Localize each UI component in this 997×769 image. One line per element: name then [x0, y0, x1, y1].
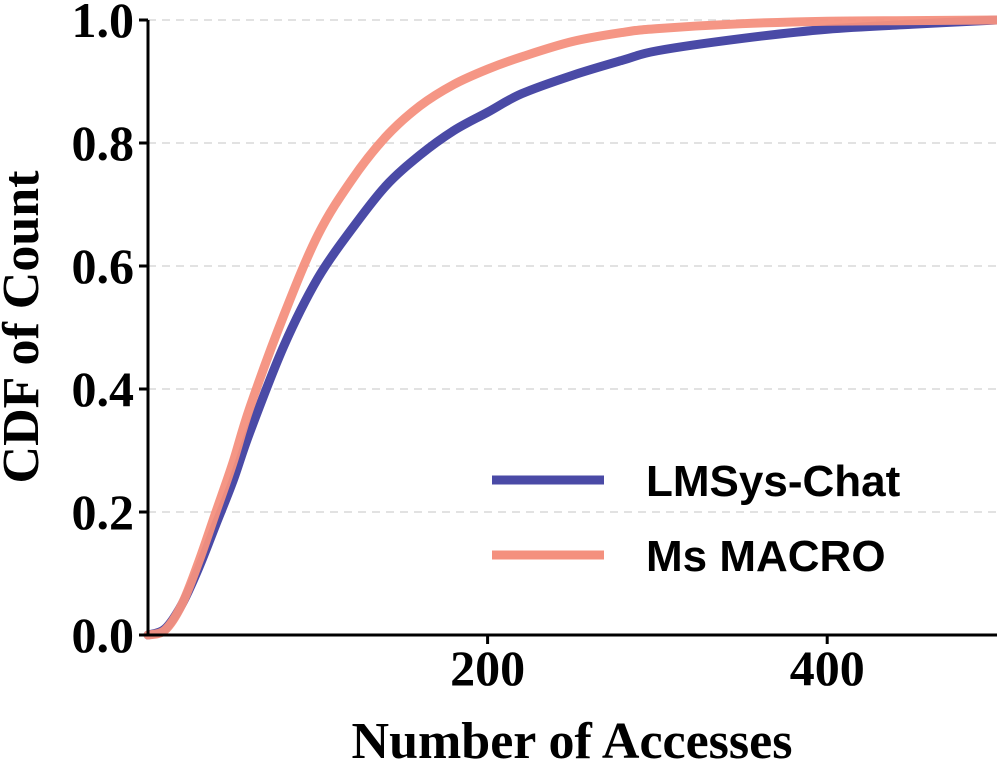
- x-axis-title: Number of Accesses: [352, 713, 793, 769]
- legend: LMSys-Chat Ms MACRO: [492, 457, 901, 581]
- legend-label-lmsys-chat: LMSys-Chat: [646, 457, 901, 506]
- y-axis-title: CDF of Count: [0, 170, 50, 484]
- y-tick-label-5: 1.0: [72, 0, 135, 48]
- series-line-ms-macro: [143, 15, 997, 640]
- grid: [148, 19, 997, 513]
- y-tick-label-4: 0.8: [72, 115, 135, 171]
- axes: [146, 20, 997, 637]
- legend-item-lmsys-chat: LMSys-Chat: [492, 457, 901, 506]
- x-tick-label-1: 400: [790, 640, 865, 696]
- ticks: 0.0 0.2 0.4 0.6 0.8 1.0 200 400: [72, 0, 865, 696]
- y-tick-label-0: 0.0: [72, 607, 135, 663]
- legend-label-ms-macro: Ms MACRO: [646, 532, 886, 581]
- y-tick-label-2: 0.4: [72, 361, 135, 417]
- x-tick-label-0: 200: [450, 640, 525, 696]
- legend-item-ms-macro: Ms MACRO: [492, 532, 886, 581]
- y-tick-label-1: 0.2: [72, 484, 135, 540]
- y-tick-label-3: 0.6: [72, 238, 135, 294]
- series-layer: [143, 15, 997, 640]
